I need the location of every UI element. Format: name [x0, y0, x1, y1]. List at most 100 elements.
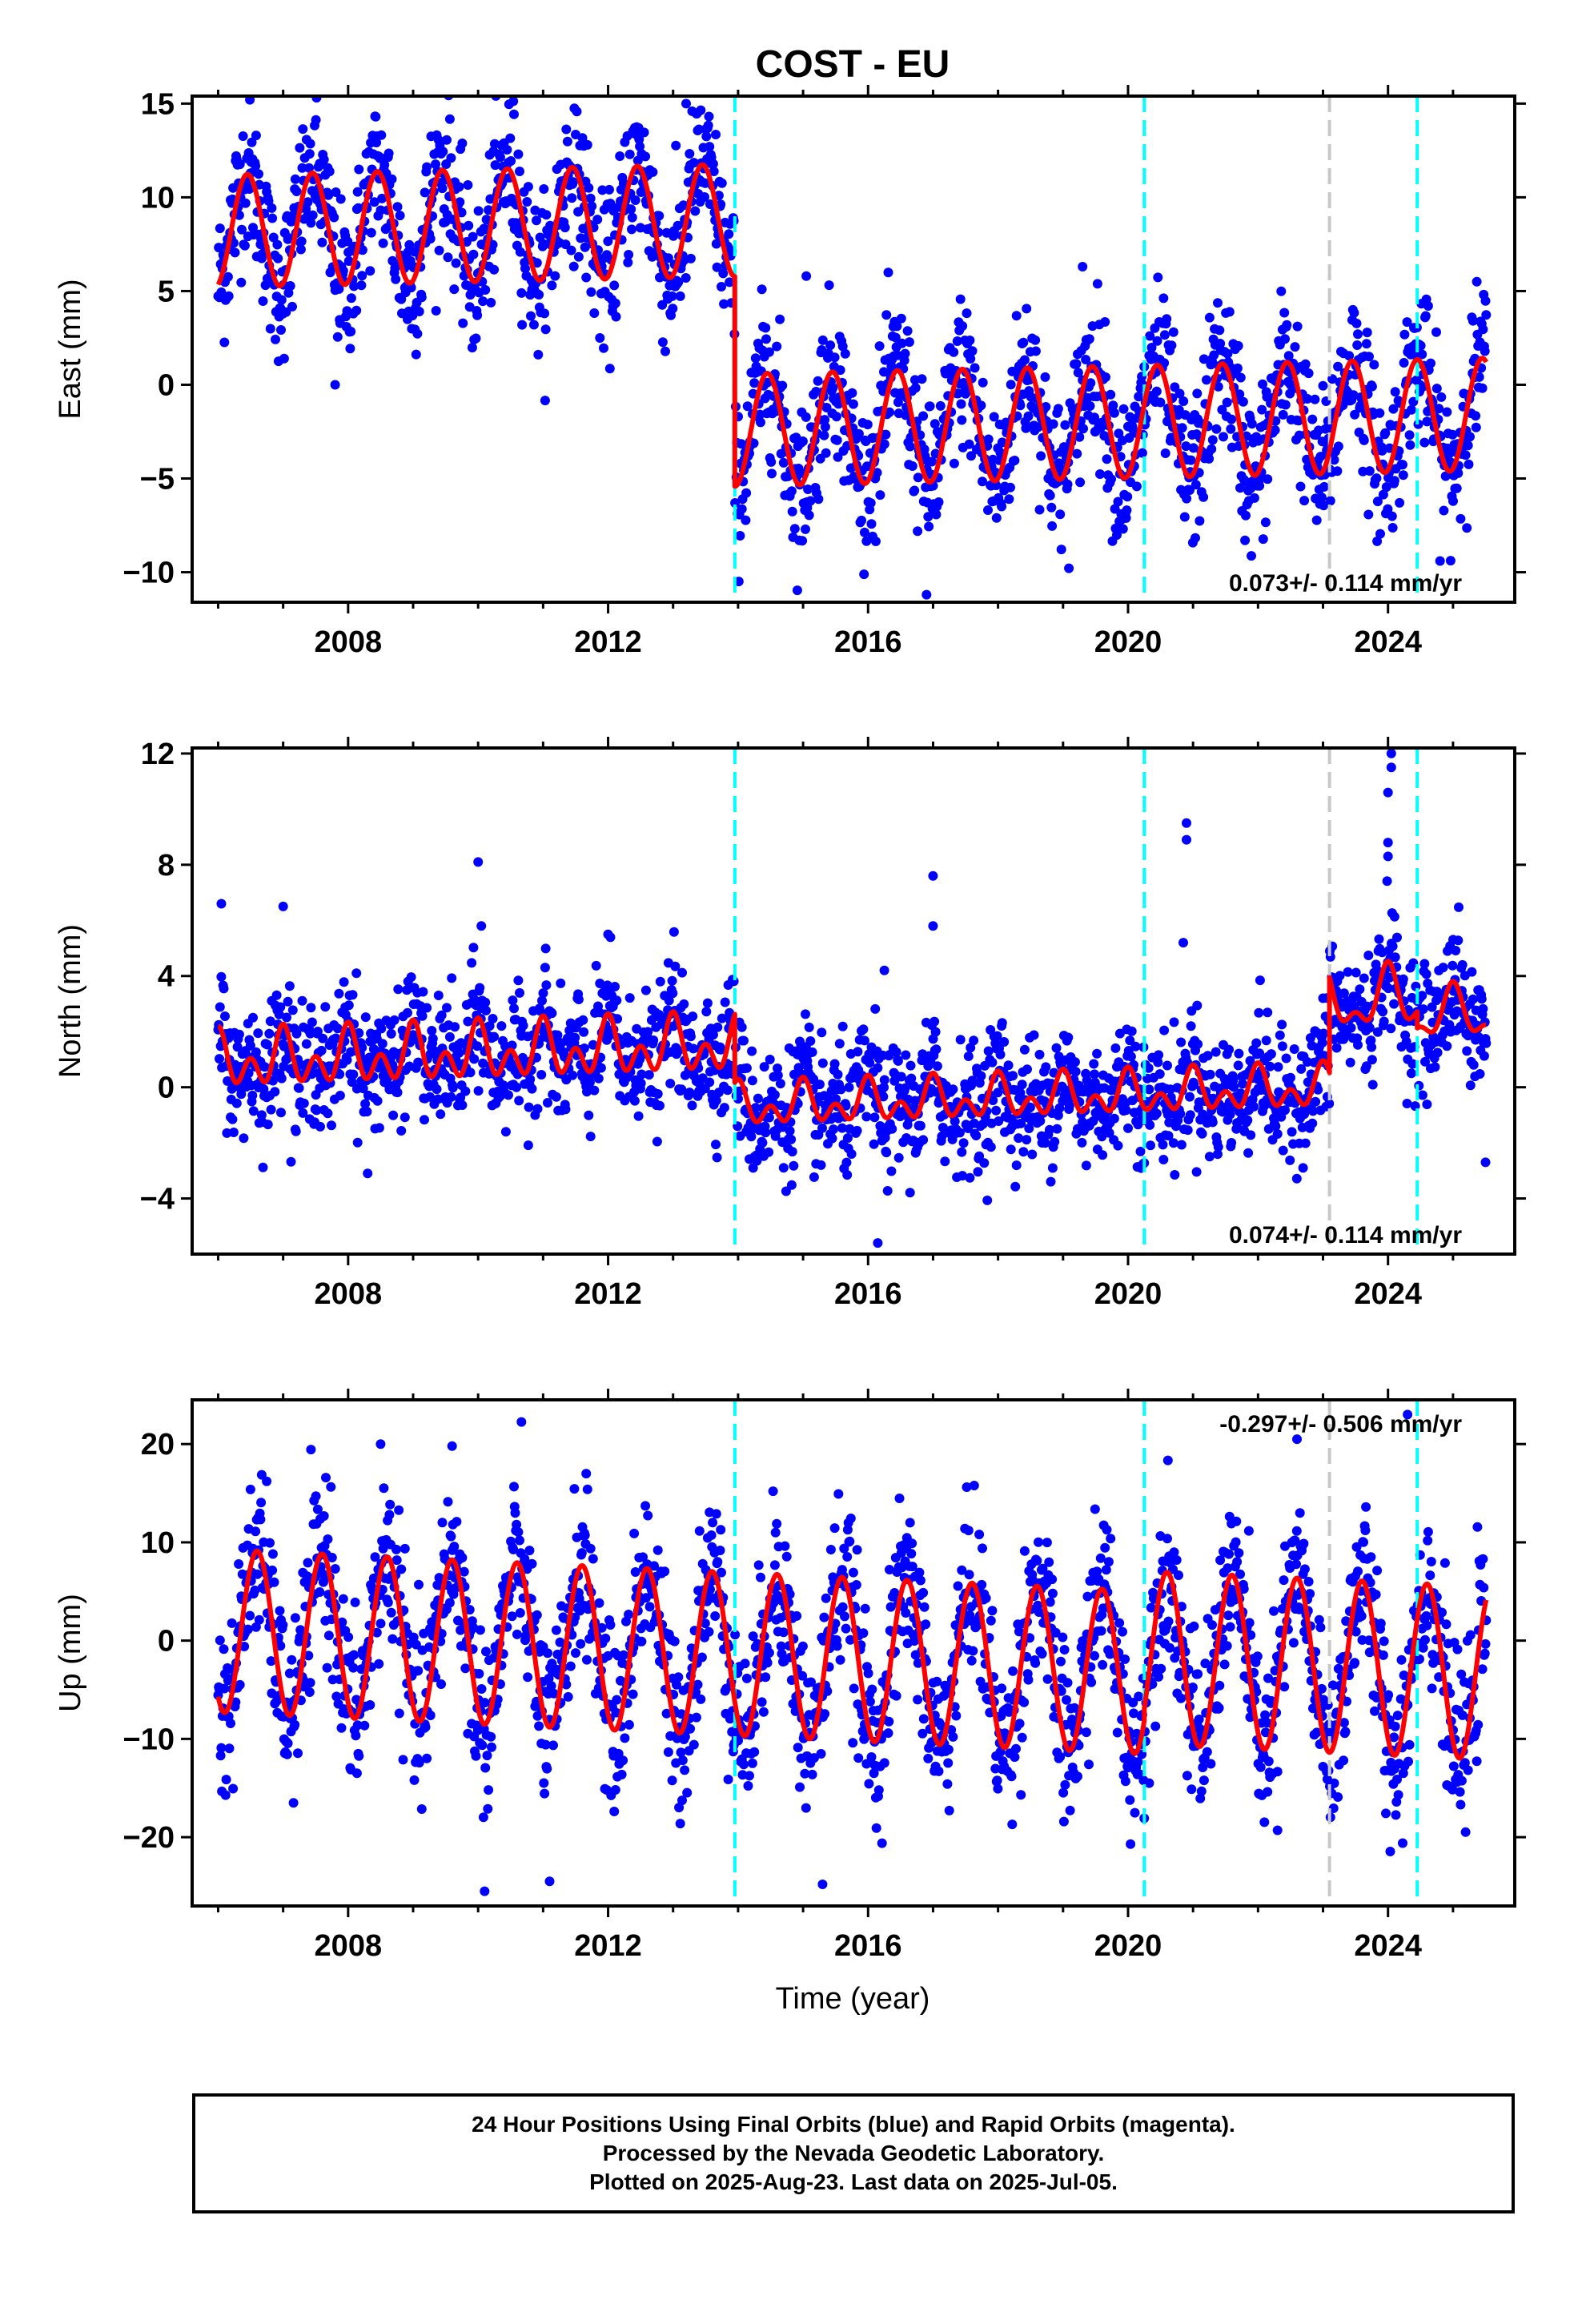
- data-point: [909, 485, 920, 496]
- data-point: [248, 1106, 259, 1116]
- data-point: [1131, 481, 1142, 492]
- data-point: [660, 1566, 670, 1577]
- data-point: [541, 210, 552, 220]
- data-point: [1081, 355, 1091, 364]
- data-point: [1273, 1062, 1283, 1072]
- data-point: [224, 1743, 235, 1754]
- data-point: [865, 498, 876, 509]
- data-point: [1207, 435, 1218, 445]
- data-point: [1463, 440, 1473, 451]
- data-point: [991, 513, 1002, 523]
- data-point: [1193, 1039, 1203, 1049]
- data-point: [506, 156, 516, 166]
- data-point: [460, 1086, 471, 1096]
- data-point: [1378, 1007, 1388, 1017]
- data-point: [270, 1087, 280, 1097]
- data-point: [1048, 419, 1058, 429]
- data-point: [307, 1017, 317, 1027]
- data-point: [540, 963, 550, 973]
- data-point: [678, 200, 689, 211]
- data-point: [456, 207, 467, 218]
- data-point: [930, 1027, 941, 1037]
- data-point: [652, 1136, 662, 1147]
- data-point: [1145, 1120, 1155, 1130]
- data-point: [1134, 392, 1144, 402]
- data-point: [628, 1689, 638, 1699]
- data-point: [1034, 505, 1045, 515]
- y-tick-label: 12: [141, 738, 175, 771]
- data-point: [1101, 372, 1110, 382]
- data-point: [437, 1518, 448, 1528]
- data-point: [1471, 422, 1481, 432]
- data-point: [1382, 876, 1392, 887]
- data-point: [925, 401, 935, 412]
- data-point: [720, 997, 730, 1007]
- data-point: [1333, 441, 1343, 452]
- data-point: [568, 177, 578, 187]
- data-point: [581, 1469, 592, 1479]
- data-point: [271, 334, 280, 344]
- data-point: [881, 1148, 892, 1158]
- data-point: [319, 1511, 329, 1521]
- data-point: [307, 210, 318, 220]
- data-point: [587, 201, 597, 211]
- data-point: [436, 1109, 446, 1120]
- x-tick-label: 2008: [315, 1277, 383, 1311]
- data-point: [522, 197, 532, 207]
- data-point: [1372, 536, 1383, 546]
- data-point: [875, 490, 885, 501]
- data-point: [451, 258, 461, 268]
- data-point: [891, 1047, 901, 1057]
- data-point: [219, 337, 230, 348]
- data-point: [1405, 440, 1415, 450]
- data-point: [234, 1559, 244, 1569]
- data-point: [303, 197, 313, 207]
- data-point: [372, 1096, 383, 1106]
- data-point: [915, 1120, 926, 1131]
- data-point-outlier: [1386, 748, 1396, 758]
- data-point: [1439, 505, 1449, 516]
- data-point: [1046, 502, 1057, 513]
- velocity-label: 0.073+/- 0.114 mm/yr: [1229, 570, 1462, 597]
- data-point: [1316, 493, 1327, 503]
- data-point: [742, 401, 753, 412]
- plot-area: [213, 1400, 1492, 1906]
- data-point: [1419, 959, 1430, 969]
- data-point: [349, 281, 359, 292]
- data-point: [847, 388, 857, 398]
- data-point: [442, 135, 452, 145]
- data-point: [717, 282, 726, 292]
- data-point: [648, 1035, 659, 1045]
- data-point: [1030, 346, 1041, 356]
- data-point: [817, 335, 828, 345]
- data-point: [254, 169, 263, 179]
- data-point: [284, 233, 295, 243]
- data-point: [446, 1531, 456, 1542]
- data-point: [644, 1602, 655, 1612]
- data-point: [457, 139, 468, 148]
- data-point: [488, 1014, 498, 1023]
- data-point-outlier: [473, 857, 484, 867]
- data-point: [1453, 468, 1464, 478]
- data-point: [965, 336, 975, 345]
- data-point: [580, 1530, 590, 1540]
- data-point: [485, 194, 496, 204]
- data-point: [336, 1723, 347, 1733]
- data-point: [897, 338, 907, 348]
- data-point: [396, 294, 407, 304]
- data-point: [335, 1069, 345, 1080]
- data-point: [412, 328, 423, 339]
- data-point: [480, 997, 491, 1007]
- data-point: [509, 109, 519, 119]
- data-point: [571, 1648, 580, 1659]
- data-point: [765, 1055, 775, 1064]
- data-point: [1380, 428, 1391, 438]
- data-point: [1181, 441, 1191, 452]
- data-point: [422, 1753, 432, 1763]
- data-point: [267, 203, 277, 213]
- data-point: [1122, 492, 1133, 502]
- data-point: [513, 1527, 524, 1538]
- data-point: [593, 1073, 604, 1084]
- data-point: [539, 184, 549, 194]
- data-point: [1224, 307, 1235, 317]
